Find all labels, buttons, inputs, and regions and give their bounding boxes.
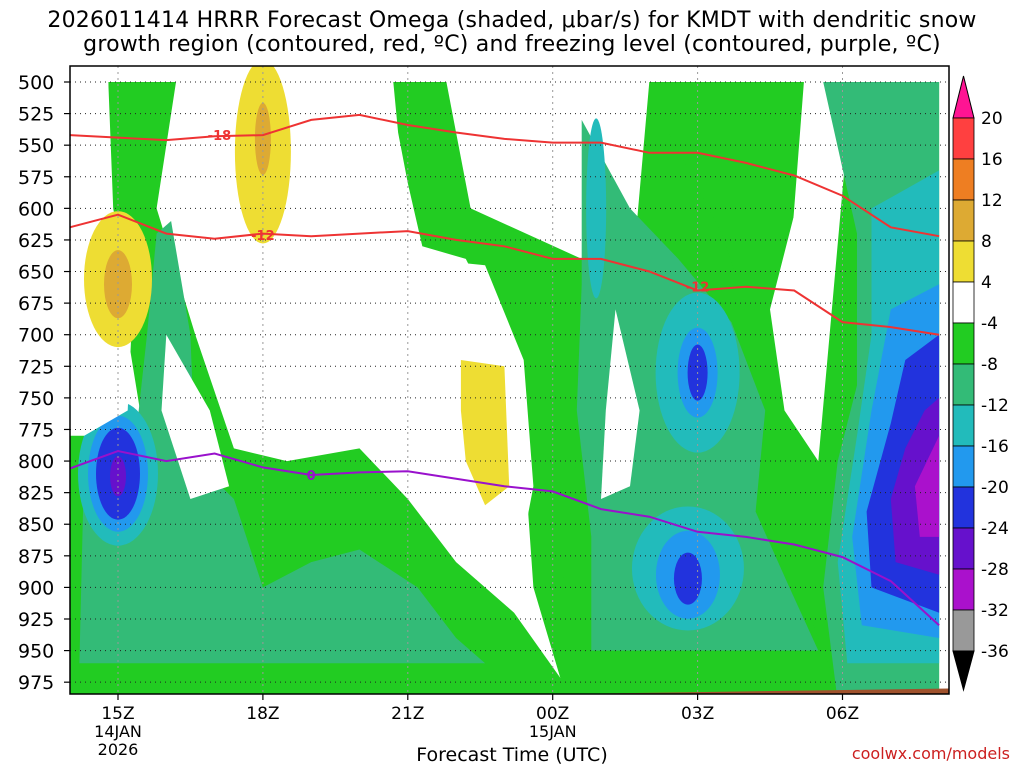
isotherm-red--18: [70, 113, 940, 238]
colorbar-label-12: -32: [981, 601, 1009, 621]
y-tick-label-850: 850: [18, 514, 54, 536]
x-tick-label-18Z: 18Z: [246, 704, 279, 724]
y-tick-label-625: 625: [18, 230, 54, 252]
colorbar-segment-3: [952, 240, 975, 283]
colorbar-label-5: -4: [981, 314, 998, 334]
chart-title-line2: growth region (contoured, red, ºC) and f…: [83, 32, 941, 57]
omega-shade-yellow-22z: [460, 360, 510, 506]
y-tick-label-500: 500: [18, 72, 54, 94]
y-tick-label-950: 950: [18, 641, 54, 663]
omega-shade-gold-15z: [104, 250, 132, 319]
x-tick-sublabel-15Z-1: 2026: [98, 740, 139, 759]
y-tick-label-875: 875: [18, 546, 54, 568]
colorbar-label-3: 8: [981, 232, 992, 252]
omega-shade-darkblue-02z: [673, 552, 702, 605]
y-tick-label-650: 650: [18, 262, 54, 284]
isotherm-label-zero: 0: [307, 469, 316, 484]
colorbar-label-13: -36: [981, 642, 1009, 662]
grid-lines: [70, 66, 949, 694]
colorbar-segment-12: [952, 609, 975, 652]
x-axis-label: Forecast Time (UTC): [416, 744, 608, 766]
colorbar-label-6: -8: [981, 355, 998, 375]
colorbar-segment-0: [952, 117, 975, 160]
colorbar-label-7: -12: [981, 396, 1009, 416]
colorbar-label-9: -20: [981, 478, 1009, 498]
x-tick-label-15Z: 15Z: [101, 704, 134, 724]
plot-frame: [69, 65, 950, 695]
colorbar-label-10: -24: [981, 519, 1009, 539]
y-tick-label-800: 800: [18, 451, 54, 473]
omega-shade-white-01z: [601, 309, 640, 499]
colorbar-label-8: -16: [981, 437, 1009, 457]
colorbar-segment-5: [952, 322, 975, 365]
y-tick-label-700: 700: [18, 325, 54, 347]
x-tick-sublabel-00Z-0: 15JAN: [529, 722, 577, 741]
y-tick-label-900: 900: [18, 577, 54, 599]
isotherm-label-minus18: -18: [208, 129, 232, 144]
colorbar-label-2: 12: [981, 191, 1003, 211]
colorbar-segment-4: [952, 281, 975, 324]
colorbar-segment-11: [952, 568, 975, 611]
isotherm-label-minus12-b: -12: [686, 281, 710, 296]
colorbar-label-4: 4: [981, 273, 992, 293]
isotherm-contours: -18 -12 -12 0: [70, 113, 940, 627]
y-tick-label-750: 750: [18, 388, 54, 410]
omega-shade-white-05z: [784, 82, 824, 411]
ground-fill: [70, 688, 949, 694]
y-tick-label-600: 600: [18, 198, 54, 220]
y-tick-label-725: 725: [18, 356, 54, 378]
colorbar-top-arrow: [952, 75, 975, 119]
colorbar-segment-2: [952, 199, 975, 242]
isotherm-purple-0: [70, 449, 940, 627]
y-tick-label-775: 775: [18, 419, 54, 441]
isotherm-red--12: [70, 213, 940, 336]
omega-shade-indigo-15z: [110, 456, 126, 497]
x-tick-label-21Z: 21Z: [391, 704, 424, 724]
x-tick-label-06Z: 06Z: [826, 704, 859, 724]
colorbar-segment-8: [952, 445, 975, 488]
pressure-axis: 500 525 550 575 600 625 650 675 700 725 750 775 800 8…: [18, 72, 70, 694]
omega-shade-white-17z: [161, 334, 230, 499]
colorbar-label-1: 16: [981, 150, 1003, 170]
y-tick-label-575: 575: [18, 167, 54, 189]
y-tick-label-975: 975: [18, 672, 54, 694]
omega-shade-teal-west: [79, 221, 486, 664]
colorbar-segment-9: [952, 486, 975, 529]
y-tick-label-550: 550: [18, 135, 54, 157]
credit-text: coolwx.com/models: [851, 744, 1010, 763]
colorbar-label-11: -28: [981, 560, 1009, 580]
colorbar-segment-7: [952, 404, 975, 447]
chart-title-line1: 2026011414 HRRR Forecast Omega (shaded, …: [47, 8, 977, 33]
x-tick-label-00Z: 00Z: [536, 704, 569, 724]
y-tick-label-675: 675: [18, 293, 54, 315]
omega-shading: [70, 66, 940, 694]
x-tick-sublabel-15Z-0: 14JAN: [94, 722, 142, 741]
x-tick-label-03Z: 03Z: [681, 704, 714, 724]
y-tick-label-925: 925: [18, 609, 54, 631]
colorbar-segment-1: [952, 158, 975, 201]
omega-shade-purple-east: [914, 435, 940, 537]
colorbar: 20 16 12 8 4 -4 -8 -12 -16 -20 -24 -28 -32 -36: [952, 75, 1009, 692]
colorbar-segment-6: [952, 363, 975, 406]
omega-shade-cyan-00z: [586, 118, 607, 299]
isotherm-label-minus12-a: -12: [251, 229, 275, 244]
y-tick-label-825: 825: [18, 483, 54, 505]
colorbar-bottom-arrow: [952, 650, 975, 692]
colorbar-segment-10: [952, 527, 975, 570]
y-tick-label-525: 525: [18, 104, 54, 126]
colorbar-label-0: 20: [981, 109, 1003, 129]
terrain-ground: [70, 688, 949, 694]
